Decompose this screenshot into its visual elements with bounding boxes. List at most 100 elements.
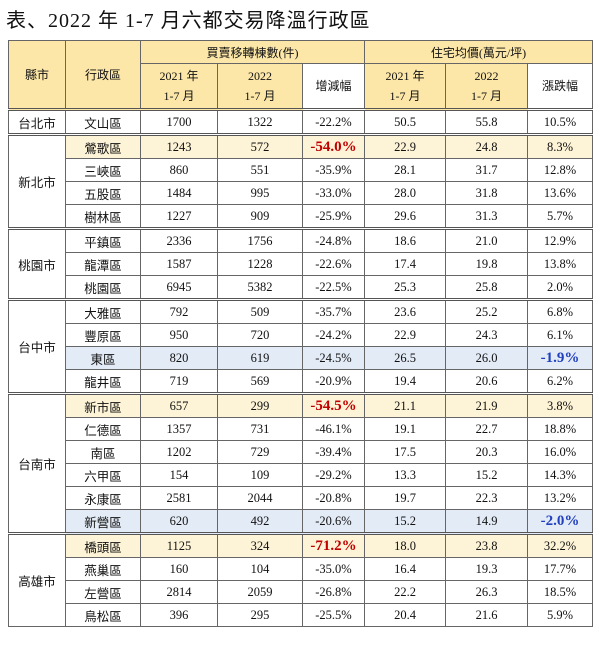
- value-cell: -20.8%: [302, 486, 365, 510]
- table-row: 東區 820 619 -24.5% 26.5 26.0 -1.9%: [9, 346, 593, 370]
- district-cell: 五股區: [65, 181, 141, 205]
- value-cell: 3.8%: [527, 392, 593, 418]
- header-cell: 行政區: [65, 40, 141, 110]
- value-cell: -54.5%: [302, 392, 365, 418]
- value-cell: 20.6: [445, 369, 528, 394]
- table-row: 新北市 鶯歌區 1243 572 -54.0% 22.9 24.8 8.3%: [8, 133, 593, 229]
- header-cell: 2022 1-7 月: [217, 63, 303, 110]
- header-cell: 2021 年 1-7 月: [364, 63, 446, 110]
- value-cell: 25.8: [445, 275, 528, 300]
- header-line: 2022: [474, 69, 499, 83]
- value-cell: 25.3: [364, 275, 446, 300]
- value-cell: 1202: [140, 440, 218, 464]
- value-cell: 509: [217, 298, 303, 324]
- value-cell: 21.0: [445, 227, 528, 253]
- value-cell: 950: [140, 323, 218, 347]
- value-cell: 28.0: [364, 181, 446, 205]
- table-row: 台南市 新市區 657 299 -54.5% 21.1 21.9 3.8%: [8, 392, 593, 534]
- value-cell: 19.4: [364, 369, 446, 394]
- value-cell: 729: [217, 440, 303, 464]
- value-cell: 26.0: [445, 346, 528, 370]
- district-cell: 橋頭區: [65, 532, 141, 558]
- value-cell: 13.3: [364, 463, 446, 487]
- table-row: 燕巢區 160 104 -35.0% 16.4 19.3 17.7%: [9, 557, 593, 581]
- value-cell: 154: [140, 463, 218, 487]
- value-cell: 13.6%: [527, 181, 593, 205]
- district-cell: 龍井區: [65, 369, 141, 394]
- data-table: 縣市 行政區 買賣移轉棟數(件) 住宅均價(萬元/坪) 2021 年 1-7 月 …: [8, 40, 593, 627]
- value-cell: 22.9: [364, 323, 446, 347]
- value-cell: 719: [140, 369, 218, 394]
- value-cell: 1227: [140, 204, 218, 229]
- value-cell: 619: [217, 346, 303, 370]
- value-cell: 24.3: [445, 323, 528, 347]
- district-cell: 樹林區: [65, 204, 141, 229]
- header-line: 1-7 月: [244, 89, 276, 103]
- county-cell: 台北市: [8, 108, 66, 135]
- value-cell: -54.0%: [302, 133, 365, 159]
- value-cell: -24.8%: [302, 227, 365, 253]
- value-cell: 1357: [140, 417, 218, 441]
- value-cell: 396: [140, 603, 218, 627]
- table-row: 桃園區 6945 5382 -22.5% 25.3 25.8 2.0%: [9, 275, 593, 300]
- value-cell: 6.8%: [527, 298, 593, 324]
- district-cell: 燕巢區: [65, 557, 141, 581]
- header-cell: 2021 年 1-7 月: [140, 63, 218, 110]
- table-row: 龍井區 719 569 -20.9% 19.4 20.6 6.2%: [9, 369, 593, 394]
- value-cell: -33.0%: [302, 181, 365, 205]
- value-cell: -39.4%: [302, 440, 365, 464]
- table-row: 左營區 2814 2059 -26.8% 22.2 26.3 18.5%: [9, 580, 593, 604]
- value-cell: 18.6: [364, 227, 446, 253]
- value-cell: 6.2%: [527, 369, 593, 394]
- value-cell: 6.1%: [527, 323, 593, 347]
- value-cell: 8.3%: [527, 133, 593, 159]
- table-row: 樹林區 1227 909 -25.9% 29.6 31.3 5.7%: [9, 204, 593, 229]
- value-cell: 20.3: [445, 440, 528, 464]
- table-row: 南區 1202 729 -39.4% 17.5 20.3 16.0%: [9, 440, 593, 464]
- district-cell: 東區: [65, 346, 141, 370]
- table-row: 五股區 1484 995 -33.0% 28.0 31.8 13.6%: [9, 181, 593, 205]
- value-cell: 5382: [217, 275, 303, 300]
- value-cell: 820: [140, 346, 218, 370]
- value-cell: 572: [217, 133, 303, 159]
- value-cell: 17.7%: [527, 557, 593, 581]
- table-row: 新營區 620 492 -20.6% 15.2 14.9 -2.0%: [9, 509, 593, 534]
- value-cell: 551: [217, 158, 303, 182]
- value-cell: 1587: [140, 252, 218, 276]
- value-cell: 31.8: [445, 181, 528, 205]
- header-line: 1-7 月: [163, 89, 195, 103]
- value-cell: 19.1: [364, 417, 446, 441]
- value-cell: 19.7: [364, 486, 446, 510]
- value-cell: 1125: [140, 532, 218, 558]
- value-cell: -20.6%: [302, 509, 365, 534]
- value-cell: -20.9%: [302, 369, 365, 394]
- value-cell: 14.3%: [527, 463, 593, 487]
- header-cell: 增減幅: [302, 63, 365, 110]
- value-cell: 324: [217, 532, 303, 558]
- value-cell: 26.5: [364, 346, 446, 370]
- district-cell: 龍潭區: [65, 252, 141, 276]
- value-cell: 295: [217, 603, 303, 627]
- table-row: 台北市 文山區 1700 1322 -22.2% 50.5 55.8 10.5%: [8, 108, 593, 135]
- header-cell: 住宅均價(萬元/坪): [364, 40, 593, 64]
- table-row: 永康區 2581 2044 -20.8% 19.7 22.3 13.2%: [9, 486, 593, 510]
- value-cell: 12.8%: [527, 158, 593, 182]
- header-line: 1-7 月: [471, 89, 502, 103]
- value-cell: 26.3: [445, 580, 528, 604]
- value-cell: 2814: [140, 580, 218, 604]
- value-cell: -25.9%: [302, 204, 365, 229]
- value-cell: 1700: [140, 108, 218, 135]
- value-cell: 21.1: [364, 392, 446, 418]
- value-cell: 5.9%: [527, 603, 593, 627]
- value-cell: 160: [140, 557, 218, 581]
- district-cell: 左營區: [65, 580, 141, 604]
- value-cell: 909: [217, 204, 303, 229]
- value-cell: 28.1: [364, 158, 446, 182]
- value-cell: 6945: [140, 275, 218, 300]
- value-cell: 109: [217, 463, 303, 487]
- district-cell: 六甲區: [65, 463, 141, 487]
- value-cell: 12.9%: [527, 227, 593, 253]
- value-cell: -46.1%: [302, 417, 365, 441]
- value-cell: 2059: [217, 580, 303, 604]
- value-cell: -71.2%: [302, 532, 365, 558]
